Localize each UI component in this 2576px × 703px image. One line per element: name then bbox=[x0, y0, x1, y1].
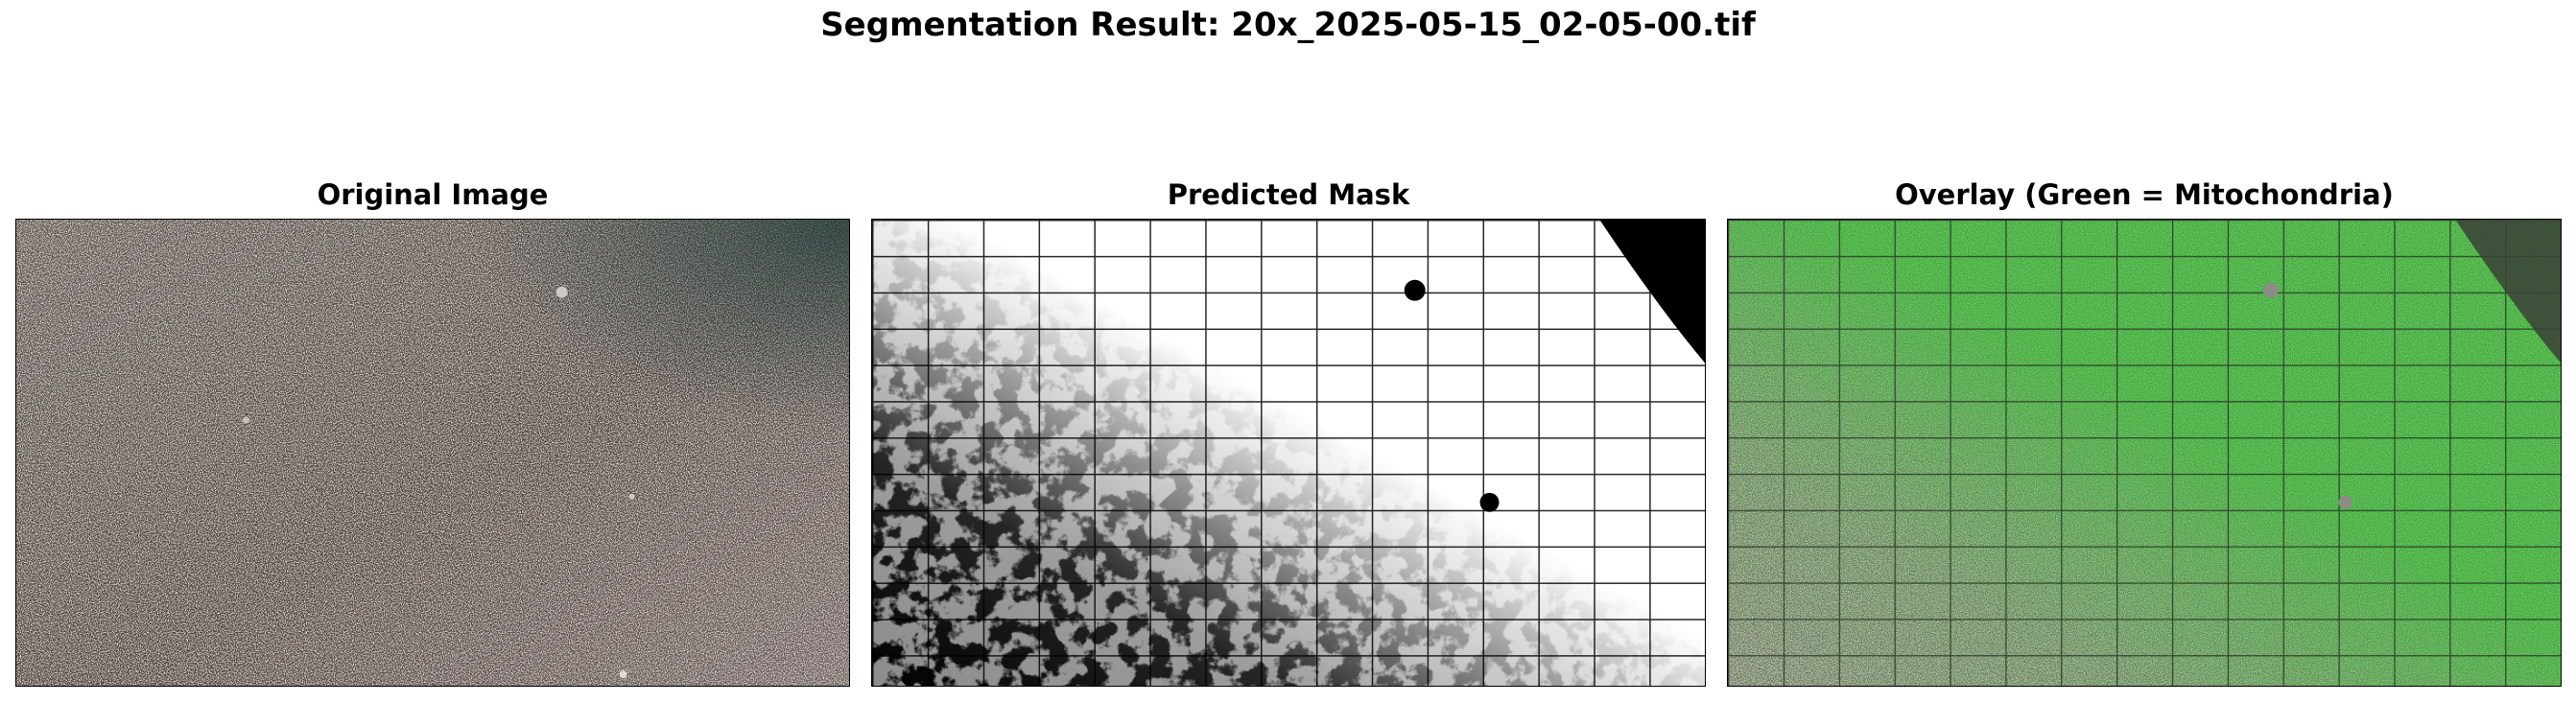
panel-title-overlay: Overlay (Green = Mitochondria) bbox=[1895, 178, 2394, 211]
overlay-image bbox=[1727, 219, 2562, 687]
panel-title-original: Original Image bbox=[317, 178, 549, 211]
original-image bbox=[15, 219, 850, 687]
panel-title-mask: Predicted Mask bbox=[1167, 178, 1410, 211]
overlay-image-graphic bbox=[1728, 220, 2561, 686]
figure-title: Segmentation Result: 20x_2025-05-15_02-0… bbox=[820, 6, 1756, 44]
original-image-graphic bbox=[16, 220, 849, 686]
predicted-mask bbox=[871, 219, 1706, 687]
predicted-mask-graphic bbox=[872, 220, 1705, 686]
